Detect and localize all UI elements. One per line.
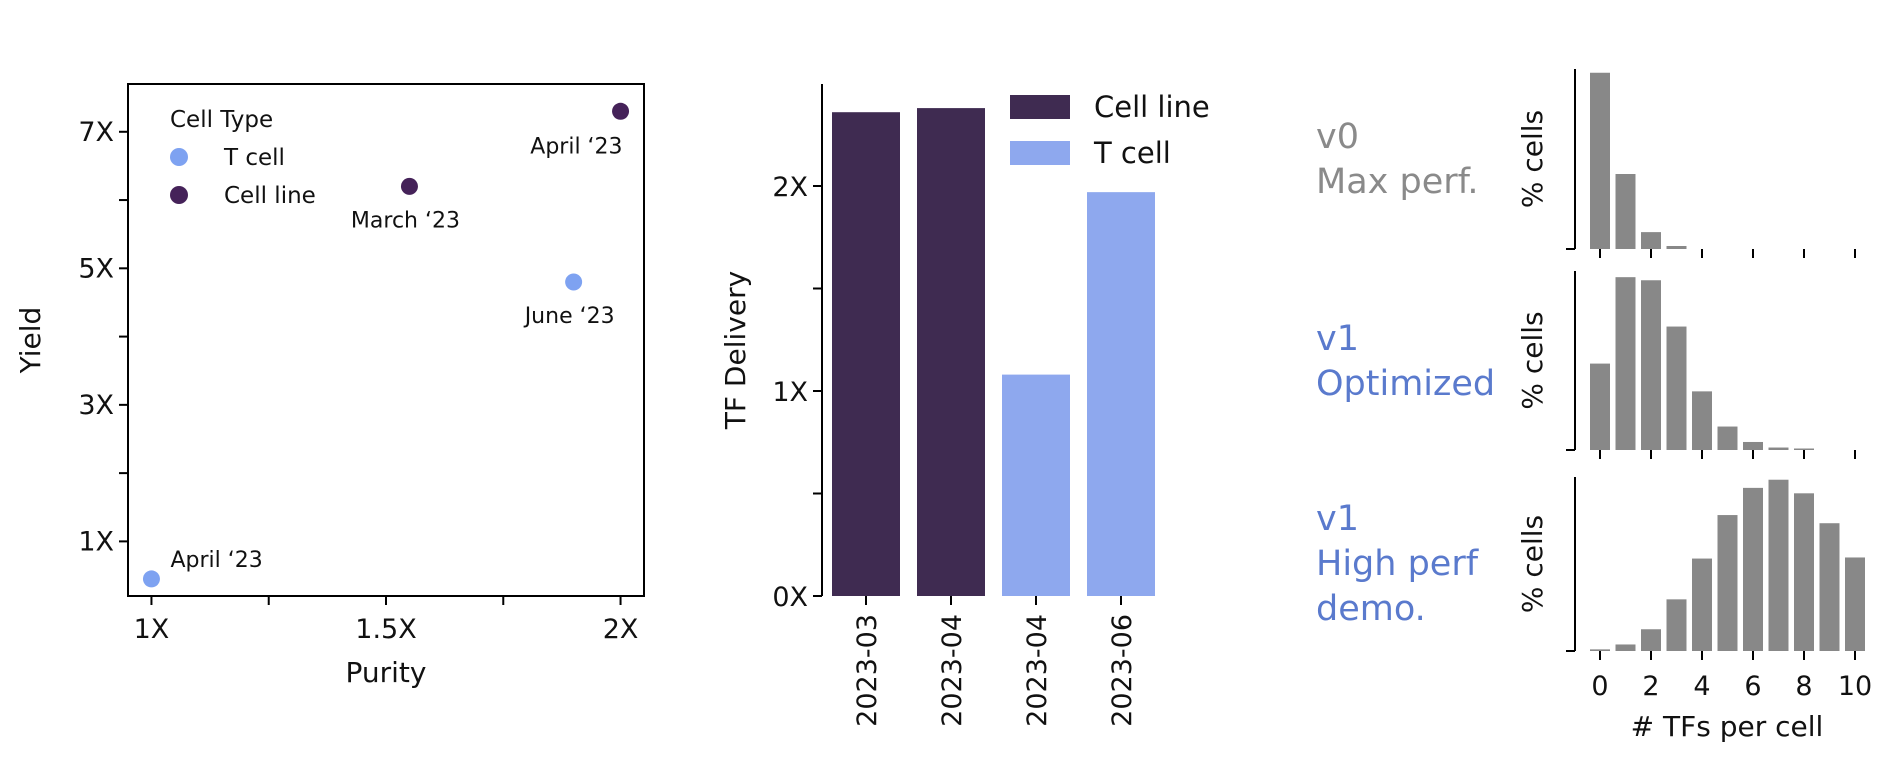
scatter-x-tick-label: 1X (134, 614, 170, 645)
hist-bar (1845, 557, 1865, 651)
hist-row-title: v0 (1316, 117, 1359, 157)
hist-bar (1692, 391, 1712, 450)
scatter-point-label: April ‘23 (170, 548, 262, 573)
hist-x-tick-label: 10 (1838, 671, 1872, 702)
delivery-bar (1002, 374, 1070, 596)
bar-y-tick-label: 0X (772, 582, 808, 613)
bar-y-axis-label: TF Delivery (719, 271, 752, 430)
scatter-plot-frame (127, 83, 645, 597)
bar-x-tick-label: 2023-06 (1107, 614, 1138, 727)
scatter-legend-label: Cell line (224, 183, 316, 209)
hist-x-axis-label: # TFs per cell (1631, 710, 1824, 743)
hist-x-tick-label: 4 (1693, 671, 1710, 702)
hist-bar (1768, 447, 1789, 450)
hist-bar (1717, 515, 1738, 651)
bar-legend-swatch (1010, 141, 1070, 165)
hist-bar (1768, 479, 1789, 651)
scatter-point (565, 273, 583, 291)
hist-y-axis-label: % cells (1516, 311, 1549, 409)
bar-y-tick-label: 2X (772, 172, 808, 203)
hist-bar (1717, 426, 1738, 450)
hist-bar (1641, 629, 1661, 651)
delivery-bar (832, 112, 900, 596)
scatter-y-axis-label: Yield (14, 307, 47, 375)
hist-x-tick-label: 0 (1591, 671, 1608, 702)
scatter-legend-label: T cell (223, 145, 285, 171)
hist-bar (1794, 493, 1814, 651)
hist-bar (1666, 599, 1687, 651)
hist-row-title: v1 (1316, 499, 1359, 539)
hist-row-title: High perf (1316, 544, 1479, 584)
hist-x-tick-label: 8 (1795, 671, 1812, 702)
scatter-y-tick-label: 1X (78, 526, 114, 557)
scatter-point (612, 102, 630, 120)
bar-legend-label: Cell line (1094, 90, 1210, 124)
scatter-x-tick-label: 1.5X (355, 614, 416, 645)
hist-bar (1666, 326, 1687, 450)
hist-x-tick-label: 2 (1642, 671, 1659, 702)
hist-bar (1590, 649, 1610, 651)
hist-y-axis-label: % cells (1516, 515, 1549, 613)
hist-bar (1666, 246, 1687, 249)
tf-histogram-panels: % cells v0 Max perf. % cells v1 Optimized % ce… (1316, 69, 1872, 743)
scatter-y-tick-label: 5X (78, 253, 114, 284)
scatter-point-label: March ‘23 (351, 208, 460, 233)
scatter-point (400, 177, 418, 195)
scatter-point-label: April ‘23 (530, 134, 622, 159)
scatter-chart: 1X 1.5X 2X 1X 3X 5X 7X Purity Yield Cell Type T ce… (14, 83, 645, 689)
hist-bar (1615, 277, 1636, 450)
scatter-x-tick-label: 2X (603, 614, 639, 645)
hist-row-title: Max perf. (1316, 162, 1479, 202)
hist-row-title: v1 (1316, 319, 1359, 359)
hist-y-axis-label: % cells (1516, 110, 1549, 208)
hist-bar (1641, 280, 1661, 450)
scatter-point-label: June ‘23 (523, 304, 615, 329)
bar-legend-swatch (1010, 95, 1070, 119)
hist-bar (1743, 487, 1763, 651)
hist-bar (1590, 72, 1610, 249)
hist-x-tick-label: 6 (1744, 671, 1761, 702)
delivery-bar-chart: 0X 1X 2X TF Delivery 2023-03 2023-04 2023-04 20… (719, 84, 1210, 727)
scatter-point (142, 570, 160, 588)
scatter-legend-marker (170, 186, 188, 204)
hist-bar (1794, 448, 1814, 450)
hist-row-title: Optimized (1316, 364, 1495, 404)
hist-bar (1743, 441, 1763, 450)
scatter-y-tick-label: 3X (78, 390, 114, 421)
bar-y-tick-label: 1X (772, 377, 808, 408)
scatter-legend-title: Cell Type (170, 107, 273, 133)
hist-bar (1615, 644, 1636, 651)
hist-bar (1692, 558, 1712, 651)
delivery-bar (917, 108, 985, 596)
scatter-x-axis-label: Purity (346, 656, 427, 689)
hist-bar (1590, 363, 1610, 450)
hist-bar (1819, 523, 1840, 651)
scatter-legend-marker (170, 148, 188, 166)
bar-legend-label: T cell (1093, 136, 1171, 170)
bar-x-tick-label: 2023-03 (852, 614, 883, 727)
bar-x-tick-label: 2023-04 (937, 614, 968, 727)
bar-x-tick-label: 2023-04 (1022, 614, 1053, 727)
hist-row-title: demo. (1316, 589, 1426, 629)
hist-bar (1615, 174, 1636, 249)
scatter-y-tick-label: 7X (78, 117, 114, 148)
hist-bar (1641, 232, 1661, 249)
delivery-bar (1087, 192, 1155, 596)
